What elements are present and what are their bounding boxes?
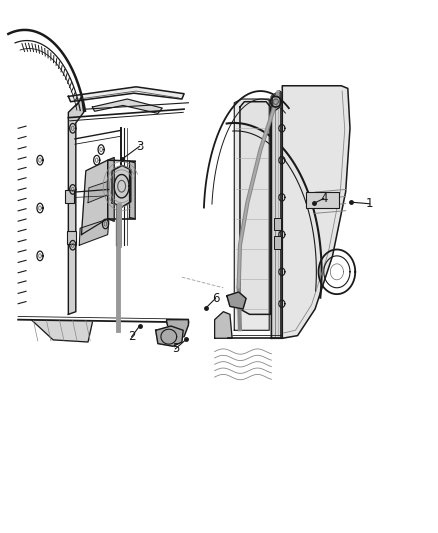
Polygon shape [130, 161, 135, 219]
Text: 5: 5 [172, 342, 179, 356]
Polygon shape [234, 99, 269, 330]
Bar [306, 192, 339, 208]
Text: 1: 1 [366, 197, 373, 211]
Polygon shape [108, 158, 114, 221]
Polygon shape [283, 86, 350, 338]
Bar [274, 217, 282, 230]
Bar [67, 231, 76, 244]
Bar [65, 190, 74, 203]
Polygon shape [272, 92, 280, 112]
Polygon shape [155, 326, 183, 346]
Text: 4: 4 [320, 192, 328, 205]
Polygon shape [79, 219, 109, 245]
Polygon shape [240, 102, 271, 314]
Polygon shape [31, 320, 92, 342]
Polygon shape [272, 91, 281, 338]
Polygon shape [68, 96, 84, 314]
Polygon shape [92, 99, 162, 114]
Text: 3: 3 [136, 140, 143, 153]
Bar [274, 236, 282, 249]
Polygon shape [81, 160, 108, 235]
Polygon shape [215, 312, 232, 338]
Polygon shape [88, 181, 108, 203]
Polygon shape [68, 87, 184, 102]
Polygon shape [112, 165, 131, 207]
Text: 2: 2 [128, 330, 135, 343]
Polygon shape [166, 320, 188, 337]
Text: 6: 6 [212, 292, 219, 305]
Polygon shape [227, 292, 246, 309]
